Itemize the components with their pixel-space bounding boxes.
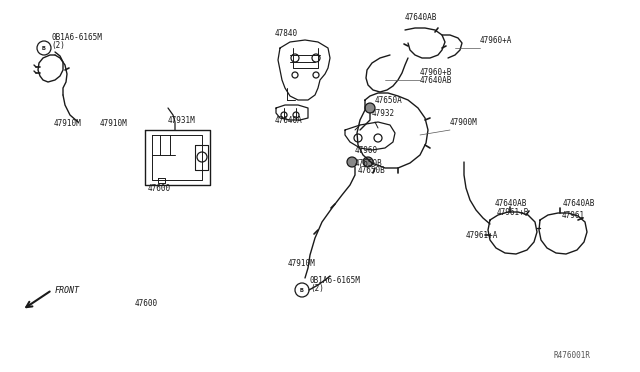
Text: 47640AB: 47640AB — [495, 199, 527, 208]
Text: 47640AB: 47640AB — [563, 199, 595, 208]
Text: 47961: 47961 — [562, 211, 585, 220]
Text: (2): (2) — [51, 41, 65, 50]
Text: 47640AB: 47640AB — [405, 13, 437, 22]
Text: 47910M: 47910M — [54, 119, 82, 128]
Text: 0B1A6-6165M: 0B1A6-6165M — [51, 33, 102, 42]
Text: 47650B: 47650B — [355, 159, 383, 168]
Text: 47840: 47840 — [275, 29, 298, 38]
Text: 47640AB: 47640AB — [420, 76, 452, 85]
Text: 47961+B: 47961+B — [497, 208, 529, 217]
Text: 0B1A6-6165M: 0B1A6-6165M — [310, 276, 361, 285]
Circle shape — [363, 157, 373, 167]
Text: FRONT: FRONT — [55, 286, 80, 295]
Text: B: B — [42, 45, 46, 51]
Text: 47960+A: 47960+A — [480, 36, 513, 45]
Circle shape — [365, 103, 375, 113]
Text: 47960: 47960 — [355, 146, 378, 155]
Text: 47960+B: 47960+B — [420, 68, 452, 77]
Text: 47931M: 47931M — [168, 116, 196, 125]
Text: (2): (2) — [310, 284, 324, 293]
Text: 47600: 47600 — [135, 299, 158, 308]
Text: 47910M: 47910M — [288, 259, 316, 268]
Text: 47961+A: 47961+A — [466, 231, 499, 240]
Text: 47932: 47932 — [372, 109, 395, 118]
Circle shape — [347, 157, 357, 167]
Text: 47910M: 47910M — [100, 119, 128, 128]
Text: B: B — [300, 288, 304, 292]
Text: 47600: 47600 — [148, 184, 171, 193]
Text: 47650A: 47650A — [375, 96, 403, 105]
Text: 47650B: 47650B — [358, 166, 386, 175]
Text: 47640A: 47640A — [275, 116, 303, 125]
Text: R476001R: R476001R — [553, 351, 590, 360]
Text: 47900M: 47900M — [450, 118, 477, 127]
